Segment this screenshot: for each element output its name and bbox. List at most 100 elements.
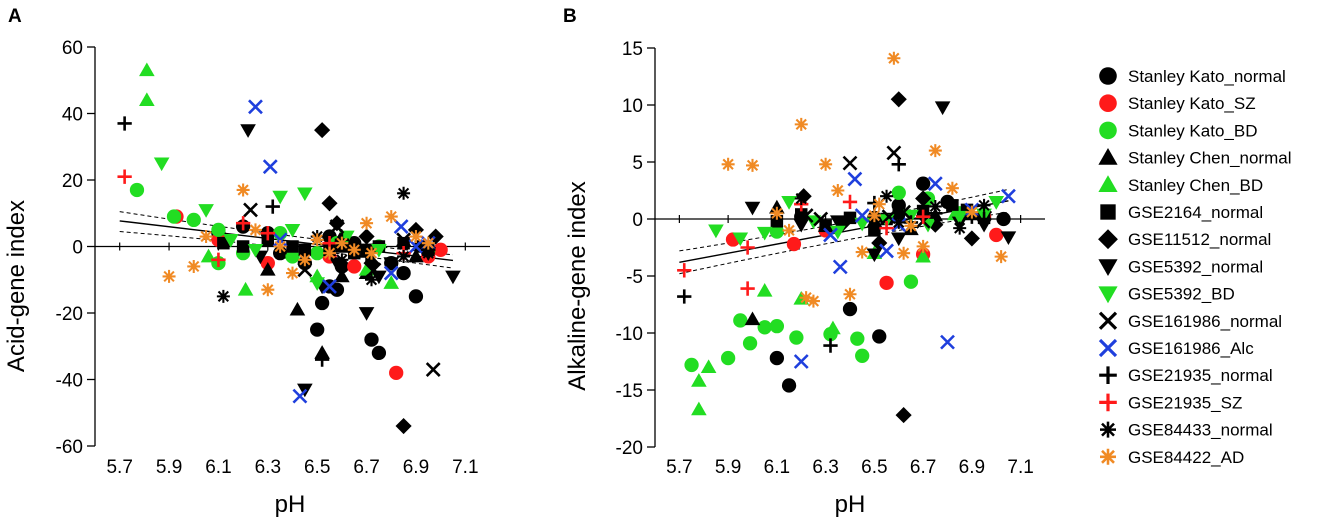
legend-label: GSE11512_normal [1128, 230, 1271, 249]
panel-b-series-gse84433-normal [794, 189, 991, 235]
legend-label: GSE2164_normal [1128, 203, 1263, 222]
panel-b-point [915, 190, 932, 207]
panel-b-point [904, 219, 918, 233]
panel-b-point [733, 313, 748, 328]
panel-b-point [793, 218, 810, 233]
panel-b-point [994, 250, 1008, 264]
panel-b-point [977, 198, 991, 212]
panel-b-xtick-label: 6.9 [959, 457, 985, 478]
legend-marker-asterisk [1100, 421, 1116, 438]
panel-a-point [117, 116, 132, 131]
legend-marker-asterisk [1100, 448, 1116, 465]
legend-label: GSE84433_normal [1128, 421, 1273, 440]
panel-b-series-gse21935-sz [677, 194, 931, 296]
panel-b-point [684, 357, 699, 373]
panel-b-point [794, 117, 808, 131]
panel-a: A Acid-gene index pH -60 -40 -20 0 20 40 60 5.7… [3, 6, 490, 518]
panel-a-point [286, 240, 299, 253]
panel-a-point [347, 259, 362, 274]
panel-b-point [806, 294, 820, 308]
panel-b-point [842, 155, 858, 171]
panel-a-point [328, 215, 345, 232]
panel-a-label: A [8, 6, 22, 27]
panel-b-point [903, 274, 919, 289]
panel-a-point [427, 228, 444, 245]
panel-a-point [329, 219, 345, 234]
panel-a-xtick-label: 5.7 [106, 457, 132, 478]
panel-b-point [823, 338, 838, 353]
panel-a-xtick-label: 6.5 [304, 457, 330, 478]
panel-a-point [310, 322, 325, 337]
panel-a-point [297, 262, 313, 278]
panel-b-point [843, 287, 857, 301]
panel-b-point [769, 350, 785, 366]
panel-a-point [393, 219, 409, 234]
panel-b-point [756, 226, 773, 241]
legend-item-gse84433-normal: GSE84433_normal [1100, 421, 1273, 440]
panel-b-point [887, 51, 901, 65]
panel-b-ytick-label: 0 [632, 210, 643, 231]
panel-b-point [769, 319, 785, 334]
legend-marker-triangle [1098, 175, 1118, 192]
panel-b-point [963, 230, 980, 247]
legend-item-gse161986-normal: GSE161986_normal [1098, 311, 1282, 331]
panel-b-xtick-label: 7.1 [1007, 457, 1033, 478]
panel-a-point [365, 246, 378, 260]
panel-b-point [945, 181, 959, 195]
panel-a-point [397, 236, 410, 250]
panel-a-point [211, 222, 226, 238]
panel-a-plot: -60 -40 -20 0 20 40 60 5.7 5.9 6.1 6.3 6.5 6.7 6.9 7.1 [56, 38, 490, 478]
panel-b-point [720, 350, 736, 366]
legend-label: GSE161986_Alc [1128, 339, 1254, 358]
panel-b-xtick-label: 6.3 [812, 457, 838, 478]
panel-a-point [314, 295, 330, 311]
panel-a-point [322, 278, 337, 294]
panel-b-point [927, 216, 944, 233]
panel-b-point [825, 320, 841, 335]
panel-a-point [445, 270, 461, 285]
legend-item-stanley-chen-normal: Stanley Chen_normal [1098, 148, 1291, 168]
panel-b-point [708, 224, 724, 239]
panel-b-xtick-label: 6.1 [764, 457, 790, 478]
panel-b-point [793, 354, 809, 369]
legend-marker-x [1098, 311, 1118, 330]
panel-b-ylabel: Alkaline-gene index [564, 181, 591, 390]
panel-a-point [389, 365, 404, 380]
panel-a-point [421, 236, 435, 250]
panel-a-point [166, 209, 182, 224]
panel-a-point [395, 417, 412, 435]
legend-item-gse21935-sz: GSE21935_SZ [1099, 393, 1242, 412]
panel-a-point [139, 92, 155, 107]
panel-b-point [927, 176, 943, 192]
panel-a-point [286, 266, 299, 280]
panel-a-point [162, 269, 176, 283]
legend-label: Stanley Kato_BD [1128, 121, 1257, 140]
panel-b-point [976, 211, 992, 227]
panel-a-xtick-label: 5.9 [156, 457, 182, 478]
panel-a-point [408, 239, 424, 254]
panel-b-point [951, 210, 968, 225]
panel-a-point [260, 226, 275, 241]
legend-item-stanley-kato-bd: Stanley Kato_BD [1099, 121, 1257, 140]
panel-a-point [284, 224, 301, 238]
panel-b-point [740, 240, 755, 255]
panel-a-point [409, 230, 423, 244]
panel-b-point [879, 275, 894, 290]
panel-a-point [334, 268, 350, 283]
panel-a-point [222, 234, 239, 248]
panel-b-xtick-label: 6.7 [910, 457, 936, 478]
panel-b-point [781, 196, 797, 210]
panel-b-series-gse11512-normal [795, 91, 993, 424]
legend-marker-plus [1099, 366, 1117, 384]
panel-b-point [854, 208, 870, 223]
panel-b-point [691, 373, 707, 387]
panel-b-point [915, 248, 931, 263]
panel-b-point [940, 334, 955, 350]
panel-b: B Alkaline-gene index pH -20 -15 -10 -5 0 5 10… [563, 6, 1045, 518]
panel-a-point [292, 388, 308, 404]
panel-b-point [855, 245, 869, 259]
panel-a-point [261, 283, 275, 297]
panel-b-point [871, 234, 888, 251]
panel-a-point [198, 204, 214, 218]
